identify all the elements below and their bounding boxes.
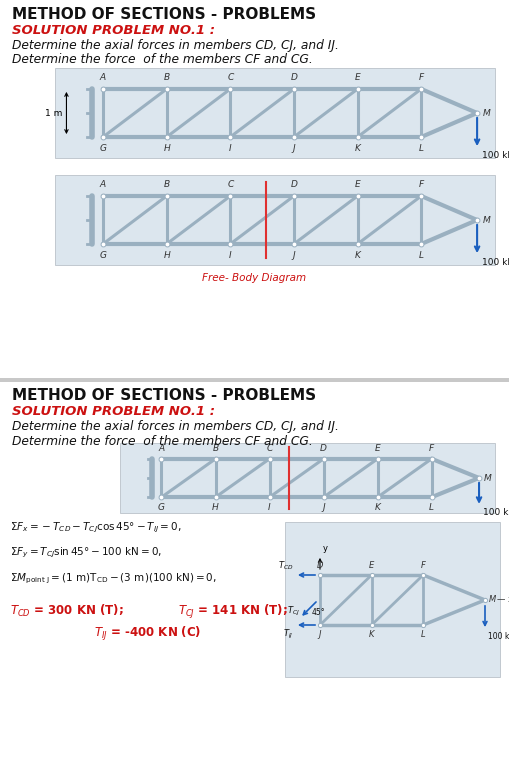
Text: METHOD OF SECTIONS - PROBLEMS: METHOD OF SECTIONS - PROBLEMS	[12, 388, 316, 403]
Text: 100 kN: 100 kN	[482, 258, 509, 266]
Bar	[55, 68, 495, 158]
Text: A: A	[100, 180, 106, 189]
Text: I: I	[268, 503, 271, 512]
Text: E: E	[355, 180, 360, 189]
Text: E: E	[355, 73, 360, 82]
Text: K: K	[369, 630, 374, 639]
Text: METHOD OF SECTIONS - PROBLEMS: METHOD OF SECTIONS - PROBLEMS	[12, 7, 316, 22]
Text: K: K	[355, 144, 360, 153]
Text: J: J	[293, 251, 295, 260]
Text: L: L	[429, 503, 434, 512]
Text: $T_{CJ}$ = 141 KN (T);: $T_{CJ}$ = 141 KN (T);	[178, 603, 288, 621]
Text: D: D	[320, 444, 327, 453]
Text: 100 kN: 100 kN	[488, 632, 509, 641]
Text: $T_{CD}$: $T_{CD}$	[277, 559, 293, 572]
Text: E: E	[369, 561, 374, 570]
Text: B: B	[163, 73, 169, 82]
Text: G: G	[99, 251, 106, 260]
Text: Free- Body Diagram: Free- Body Diagram	[202, 273, 306, 283]
Text: M: M	[484, 474, 491, 483]
Text: B: B	[163, 180, 169, 189]
Text: $\Sigma F_y = T_{CJ}\sin 45° - 100\ \rm{kN} = 0,$: $\Sigma F_y = T_{CJ}\sin 45° - 100\ \rm{…	[10, 546, 162, 561]
Text: D: D	[291, 73, 297, 82]
Text: B: B	[212, 444, 218, 453]
Text: SOLUTION PROBLEM NO.1 :: SOLUTION PROBLEM NO.1 :	[12, 405, 215, 418]
Text: y: y	[323, 544, 328, 553]
Text: C: C	[227, 73, 234, 82]
Text: $T_{CJ}$: $T_{CJ}$	[287, 605, 300, 618]
Text: J: J	[322, 503, 325, 512]
Text: G: G	[158, 503, 165, 512]
Text: $\Sigma M_{\rm{point}\ J} = (1\ \rm{m})T_{CD} - (3\ \rm{m})(100\ \rm{kN}) = 0,$: $\Sigma M_{\rm{point}\ J} = (1\ \rm{m})T…	[10, 572, 217, 587]
Bar	[55, 175, 495, 265]
Text: M: M	[489, 595, 496, 604]
Text: H: H	[163, 251, 170, 260]
Text: $T_{CD}$ = 300 KN (T);: $T_{CD}$ = 300 KN (T);	[10, 603, 124, 619]
Text: $\Sigma F_x = -T_{CD} - T_{CJ}\cos 45° - T_{IJ} = 0,$: $\Sigma F_x = -T_{CD} - T_{CJ}\cos 45° -…	[10, 521, 181, 536]
Text: 100 kN: 100 kN	[484, 508, 509, 517]
Text: F: F	[418, 73, 424, 82]
Text: Determine the axial forces in members CD, CJ, and IJ.: Determine the axial forces in members CD…	[12, 39, 339, 52]
Text: L: L	[421, 630, 426, 639]
Text: D: D	[291, 180, 297, 189]
Text: G: G	[99, 144, 106, 153]
Text: Determine the force  of the members CF and CG.: Determine the force of the members CF an…	[12, 435, 313, 448]
Text: Determine the axial forces in members CD, CJ, and IJ.: Determine the axial forces in members CD…	[12, 420, 339, 433]
Text: J: J	[293, 144, 295, 153]
Bar	[0, 0, 509, 382]
Text: I: I	[229, 251, 232, 260]
Text: 45°: 45°	[312, 608, 326, 617]
Text: E: E	[375, 444, 380, 453]
Text: H: H	[163, 144, 170, 153]
Text: $T_{IJ}$: $T_{IJ}$	[282, 628, 293, 641]
Text: C: C	[227, 180, 234, 189]
Text: K: K	[375, 503, 381, 512]
Text: M: M	[482, 109, 490, 118]
Text: SOLUTION PROBLEM NO.1 :: SOLUTION PROBLEM NO.1 :	[12, 24, 215, 37]
Text: F: F	[418, 180, 424, 189]
Text: F: F	[420, 561, 426, 570]
Bar	[0, 378, 509, 382]
Text: A: A	[100, 73, 106, 82]
Bar	[0, 382, 509, 765]
Text: C: C	[266, 444, 273, 453]
Text: — x: — x	[497, 595, 509, 604]
Bar	[285, 522, 500, 677]
Text: 1 m: 1 m	[45, 109, 62, 118]
Text: L: L	[419, 144, 423, 153]
Text: M: M	[482, 216, 490, 224]
Text: Determine the force  of the members CF and CG.: Determine the force of the members CF an…	[12, 53, 313, 66]
Text: $T_{IJ}$ = -400 KN (C): $T_{IJ}$ = -400 KN (C)	[94, 625, 201, 643]
Text: L: L	[419, 251, 423, 260]
Bar	[120, 443, 495, 513]
Text: 100 kN: 100 kN	[482, 151, 509, 160]
Text: K: K	[355, 251, 360, 260]
Text: J: J	[319, 630, 321, 639]
Text: A: A	[158, 444, 164, 453]
Text: I: I	[229, 144, 232, 153]
Text: H: H	[212, 503, 219, 512]
Text: F: F	[429, 444, 434, 453]
Text: D: D	[317, 561, 323, 570]
